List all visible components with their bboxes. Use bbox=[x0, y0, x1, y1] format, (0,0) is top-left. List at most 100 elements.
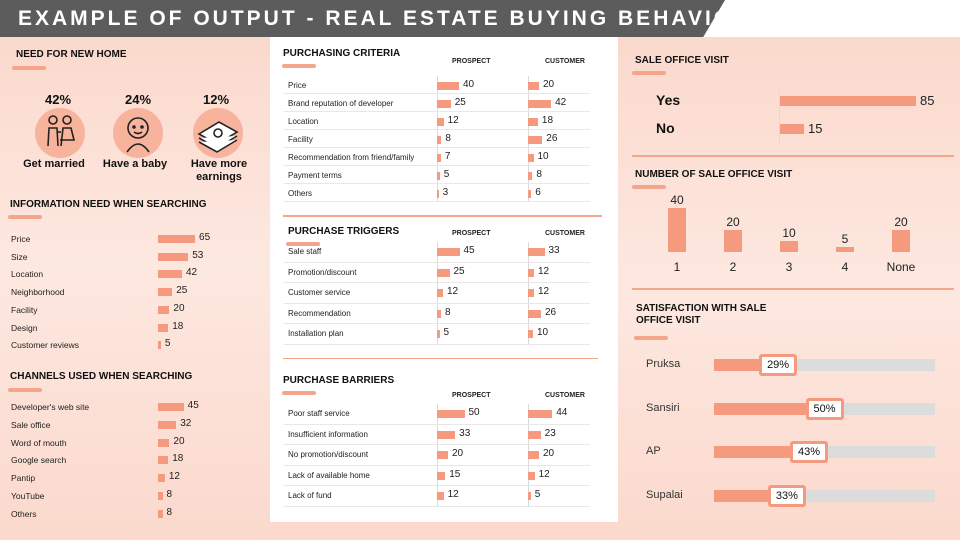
satisfaction-heading: SATISFACTION WITH SALE OFFICE VISIT bbox=[636, 303, 767, 326]
satisfaction-badge: 33% bbox=[767, 484, 806, 507]
prospect-data-label: 8 bbox=[445, 306, 451, 318]
prospect-column-header: PROSPECT bbox=[452, 230, 491, 237]
column-bar bbox=[780, 241, 798, 252]
data-label: 25 bbox=[176, 285, 188, 297]
prospect-bar bbox=[437, 430, 456, 439]
prospect-data-label: 45 bbox=[463, 245, 475, 256]
row-divider bbox=[284, 129, 590, 130]
row-divider bbox=[284, 201, 590, 202]
satisfaction-badge: 29% bbox=[759, 354, 798, 376]
need-label-baby: Have a baby bbox=[102, 158, 168, 170]
satisfaction-label: AP bbox=[646, 445, 661, 457]
bar-label: Facility bbox=[11, 304, 38, 315]
customer-column-header: CUSTOMER bbox=[545, 392, 585, 399]
info-underline bbox=[8, 215, 42, 219]
column-data-label: 20 bbox=[894, 215, 908, 229]
prospect-bar bbox=[437, 451, 448, 459]
bar-label: Size bbox=[11, 251, 28, 262]
prospect-data-label: 8 bbox=[445, 133, 451, 144]
customer-data-label: 20 bbox=[543, 448, 555, 459]
visit-count-heading: NUMBER OF SALE OFFICE VISIT bbox=[635, 169, 793, 180]
bar-label: Design bbox=[11, 322, 38, 333]
need-pct-baby: 24% bbox=[124, 92, 152, 107]
triggers-heading: PURCHASE TRIGGERS bbox=[288, 226, 400, 237]
money-stack-icon bbox=[193, 108, 243, 158]
column-bar bbox=[668, 208, 686, 252]
prospect-bar bbox=[437, 248, 460, 256]
column-category-label: 4 bbox=[841, 260, 849, 274]
footer-band bbox=[270, 522, 618, 540]
bar bbox=[158, 252, 189, 261]
prospect-bar bbox=[437, 471, 446, 480]
couple-icon bbox=[35, 108, 85, 158]
visit-data-label: 85 bbox=[920, 93, 935, 108]
bar-label: Lack of available home bbox=[288, 470, 370, 480]
prospect-column-header: PROSPECT bbox=[452, 392, 491, 399]
data-label: 12 bbox=[168, 471, 180, 483]
customer-bar bbox=[528, 190, 532, 198]
prospect-bar bbox=[437, 136, 442, 144]
bar-label: Facility bbox=[288, 135, 313, 144]
prospect-bar bbox=[437, 82, 459, 90]
customer-data-label: 44 bbox=[556, 407, 568, 418]
prospect-data-label: 5 bbox=[443, 169, 450, 180]
customer-bar bbox=[528, 100, 552, 108]
customer-data-label: 42 bbox=[555, 97, 567, 108]
visit-bar bbox=[780, 96, 916, 106]
prospect-data-label: 7 bbox=[444, 151, 451, 162]
column-data-label: 40 bbox=[670, 193, 684, 207]
data-label: 18 bbox=[172, 453, 184, 465]
customer-data-label: 12 bbox=[538, 468, 550, 480]
bar-label: Price bbox=[11, 234, 31, 244]
customer-data-label: 33 bbox=[548, 245, 560, 256]
need-heading: NEED FOR NEW HOME bbox=[16, 49, 127, 60]
visit-data-label: 15 bbox=[808, 121, 823, 136]
need-underline bbox=[12, 66, 46, 70]
satisfaction-label: Pruksa bbox=[646, 358, 681, 370]
visit-divider bbox=[632, 155, 954, 157]
customer-data-label: 12 bbox=[538, 265, 550, 277]
customer-data-label: 26 bbox=[546, 133, 558, 144]
satisfaction-data-label: 33% bbox=[770, 487, 803, 504]
bar-label: YouTube bbox=[11, 491, 45, 501]
bar-label: Sale staff bbox=[288, 247, 322, 256]
customer-data-label: 26 bbox=[545, 306, 557, 318]
bar-label: Price bbox=[288, 81, 307, 90]
bar bbox=[158, 474, 165, 483]
bar-label: Word of mouth bbox=[11, 437, 67, 448]
satisfaction-underline bbox=[634, 336, 668, 340]
bar-label: Pantip bbox=[11, 473, 36, 484]
satisfaction-data-label: 29% bbox=[762, 357, 795, 373]
customer-column-header: CUSTOMER bbox=[545, 58, 585, 65]
satisfaction-data-label: 43% bbox=[793, 444, 826, 460]
bar bbox=[158, 323, 169, 332]
customer-bar bbox=[528, 492, 531, 500]
column-bar bbox=[836, 246, 854, 252]
bar bbox=[158, 456, 169, 465]
satisfaction-data-label: 50% bbox=[808, 400, 841, 417]
row-divider bbox=[284, 323, 590, 324]
visit-category-label: Yes bbox=[656, 92, 681, 108]
prospect-bar bbox=[437, 330, 440, 338]
visit-heading: SALE OFFICE VISIT bbox=[635, 55, 729, 66]
prospect-bar bbox=[437, 172, 440, 180]
customer-bar bbox=[528, 154, 534, 162]
column-bar bbox=[892, 230, 910, 252]
customer-bar bbox=[528, 430, 541, 439]
prospect-bar bbox=[437, 118, 444, 126]
criteria-divider bbox=[283, 215, 602, 217]
baby-icon bbox=[113, 108, 163, 158]
prospect-data-label: 12 bbox=[447, 489, 459, 500]
row-divider bbox=[284, 505, 590, 507]
prospect-data-label: 20 bbox=[452, 448, 464, 459]
data-label: 53 bbox=[192, 249, 204, 261]
customer-data-label: 18 bbox=[541, 115, 554, 126]
bar-label: Sale office bbox=[11, 419, 51, 430]
column-data-label: 5 bbox=[841, 231, 849, 246]
prospect-data-label: 50 bbox=[468, 407, 480, 418]
data-label: 32 bbox=[180, 417, 192, 429]
row-divider bbox=[284, 261, 590, 263]
column-data-label: 10 bbox=[782, 226, 796, 240]
bar-label: Insufficient information bbox=[288, 429, 368, 439]
bar-label: No promotion/discount bbox=[288, 450, 369, 459]
